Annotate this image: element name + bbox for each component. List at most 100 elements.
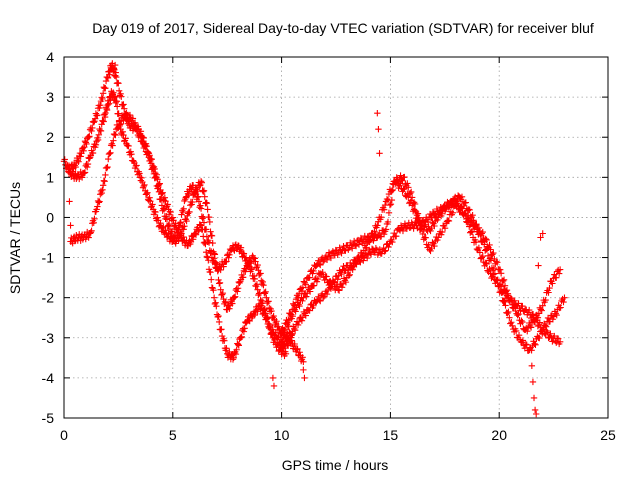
data-point xyxy=(158,190,166,197)
data-point xyxy=(192,231,200,238)
data-point xyxy=(210,294,218,301)
data-point xyxy=(310,302,317,309)
data-point xyxy=(231,349,238,357)
data-point xyxy=(107,149,114,156)
axis-layer: 0 5 10 15 20 25 -5 -4 -3 -2 -1 0 1 2 3 4 xyxy=(42,49,616,443)
data-point xyxy=(523,341,530,348)
data-point xyxy=(483,245,491,253)
data-point xyxy=(100,177,108,184)
data-point xyxy=(126,111,134,119)
data-point xyxy=(154,176,161,183)
data-point xyxy=(535,262,542,269)
data-point xyxy=(230,354,237,362)
data-point xyxy=(560,298,567,306)
data-point xyxy=(220,295,227,303)
data-point xyxy=(355,257,363,265)
data-point xyxy=(160,205,167,212)
y-tick-label: 4 xyxy=(46,49,54,65)
data-point xyxy=(86,155,93,162)
data-point xyxy=(203,253,211,260)
data-point xyxy=(201,193,208,200)
data-point xyxy=(414,210,422,217)
data-point xyxy=(138,174,145,182)
data-point xyxy=(464,219,471,226)
data-point xyxy=(61,156,68,163)
data-point xyxy=(291,327,299,334)
data-point xyxy=(105,150,113,158)
data-point xyxy=(462,199,470,206)
data-point xyxy=(553,311,560,319)
data-point xyxy=(259,278,266,286)
data-point xyxy=(519,318,526,326)
series-track-c xyxy=(67,110,290,363)
data-point xyxy=(215,312,222,320)
data-point xyxy=(561,294,568,301)
data-point xyxy=(547,330,554,337)
data-point xyxy=(408,194,416,201)
data-point xyxy=(497,270,505,277)
data-point xyxy=(387,200,395,208)
data-point xyxy=(134,126,141,134)
data-point xyxy=(282,326,290,333)
data-point xyxy=(438,228,446,236)
data-point xyxy=(214,267,221,275)
data-point xyxy=(500,276,508,283)
data-point xyxy=(220,263,227,270)
data-point xyxy=(240,328,248,335)
data-point xyxy=(458,193,466,201)
data-point xyxy=(319,294,327,302)
data-point xyxy=(296,302,303,310)
data-point xyxy=(524,327,531,335)
data-point xyxy=(543,327,550,335)
data-point xyxy=(380,206,388,213)
data-point xyxy=(290,325,298,332)
data-point xyxy=(99,95,106,103)
data-point xyxy=(388,187,396,194)
data-point xyxy=(470,217,477,224)
data-point xyxy=(226,305,233,312)
data-point xyxy=(466,223,473,230)
data-point xyxy=(251,255,258,262)
data-point xyxy=(254,286,261,293)
data-point xyxy=(202,199,210,206)
data-point xyxy=(159,189,166,196)
data-point xyxy=(184,210,192,217)
data-point xyxy=(317,261,324,269)
data-point xyxy=(303,293,310,300)
data-point xyxy=(229,356,237,363)
data-point xyxy=(217,286,224,293)
data-point xyxy=(399,227,407,235)
data-point xyxy=(231,293,239,300)
data-point xyxy=(202,240,209,248)
data-point xyxy=(546,284,553,292)
data-point xyxy=(231,294,238,301)
data-point xyxy=(496,266,504,273)
data-point xyxy=(512,307,519,315)
data-point xyxy=(265,298,272,305)
data-point xyxy=(148,155,155,163)
data-point xyxy=(94,111,101,119)
data-point xyxy=(539,302,546,309)
data-point xyxy=(151,165,158,173)
data-point xyxy=(245,263,252,271)
data-point xyxy=(531,406,539,414)
data-point xyxy=(251,275,258,283)
data-point xyxy=(501,282,509,289)
data-point xyxy=(285,316,292,324)
data-point xyxy=(515,331,523,339)
data-point xyxy=(488,274,495,282)
data-point xyxy=(91,215,98,223)
data-point xyxy=(374,109,381,117)
data-point xyxy=(110,130,118,138)
data-point xyxy=(370,232,377,239)
data-point xyxy=(483,260,490,268)
data-point xyxy=(143,142,150,150)
data-point xyxy=(269,374,277,382)
data-point xyxy=(257,270,264,277)
data-point xyxy=(352,242,360,250)
data-point xyxy=(93,138,100,145)
data-point xyxy=(119,101,126,109)
data-point xyxy=(216,318,223,326)
data-point xyxy=(97,191,104,198)
data-point xyxy=(234,285,242,292)
